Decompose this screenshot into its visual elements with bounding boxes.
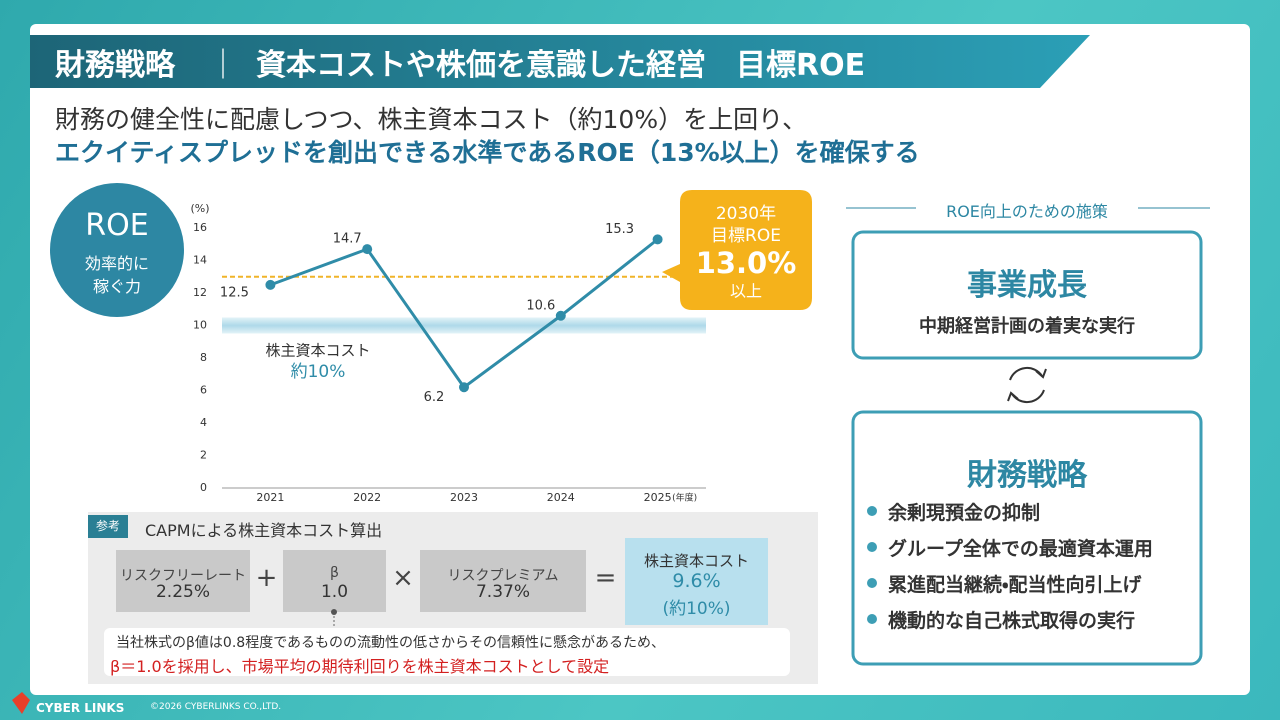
term-box	[283, 550, 386, 612]
y-tick-label: 10	[193, 319, 207, 332]
title-band	[30, 35, 1090, 88]
data-label: 14.7	[333, 232, 362, 247]
y-tick-label: 6	[200, 384, 207, 397]
finance-title: 財務戦略	[967, 458, 1087, 493]
growth-text: 中期経営計画の着実な実行	[919, 316, 1135, 337]
callout-value: 13.0%	[696, 246, 797, 280]
data-label: 6.2	[424, 390, 445, 405]
callout-text: 目標ROE	[711, 226, 781, 246]
y-tick-label: 14	[193, 254, 207, 267]
growth-title: 事業成長	[967, 268, 1087, 303]
callout-box	[662, 190, 812, 310]
capm-tag-box	[88, 515, 128, 538]
result-box	[625, 538, 768, 625]
capm-tag: 参考	[95, 519, 120, 533]
note-text: 当社株式のβ値は0.8程度であるものの流動性の低さからその信頼性に懸念があるため…	[116, 635, 666, 651]
finance-box	[851, 410, 1203, 666]
bullet	[867, 542, 877, 552]
result-note: (約10%)	[662, 599, 731, 619]
data-point	[459, 382, 469, 393]
footer-logo: CYBER LINKS	[36, 701, 125, 715]
measures-heading: ROE向上のための施策	[946, 202, 1108, 221]
band-label: 株主資本コスト	[265, 342, 370, 360]
operator: +	[255, 563, 278, 593]
y-tick-label: 8	[200, 351, 207, 364]
x-tick-label: 2023	[450, 491, 478, 504]
callout-text: 以上	[730, 282, 762, 301]
connector-dot	[331, 609, 337, 615]
operator: ×	[392, 563, 414, 593]
logo-mark	[12, 692, 30, 714]
data-point	[555, 310, 566, 321]
roe-badge	[50, 183, 184, 317]
operator: =	[594, 563, 617, 593]
term-value: 2.25%	[155, 582, 210, 602]
result-label: 株主資本コスト	[643, 552, 749, 570]
bullet	[867, 614, 877, 624]
term-value: 7.37%	[475, 582, 530, 602]
lead-text: エクイティスプレッドを創出できる水準であるROE（13%以上）を確保する	[55, 138, 920, 167]
x-tick-label: 2021	[256, 491, 284, 504]
finance-item: グループ全体での最適資本運用	[888, 538, 1153, 560]
data-label: 12.5	[220, 285, 249, 300]
cycle-icon	[1007, 366, 1047, 404]
title-separator: ｜	[208, 48, 238, 83]
term-box	[116, 550, 250, 612]
bullet	[867, 506, 877, 516]
note-box	[104, 628, 790, 676]
finance-item: 機動的な自己株式取得の実行	[888, 610, 1136, 632]
term-box	[420, 550, 586, 612]
lead-text: 財務の健全性に配慮しつつ、株主資本コスト（約10%）を上回り、	[55, 105, 808, 134]
x-axis-unit: (年度)	[672, 492, 697, 504]
band-value-label: 約10%	[291, 362, 346, 382]
finance-item: 余剰現預金の抑制	[888, 502, 1041, 524]
y-tick-label: 4	[200, 416, 207, 429]
title: 財務戦略	[55, 48, 175, 83]
y-axis-unit: (%)	[190, 202, 209, 215]
term-label: β	[330, 565, 339, 581]
term-label: リスクフリーレート	[120, 568, 246, 584]
cost-band	[222, 317, 706, 334]
x-tick-label: 2024	[547, 491, 575, 504]
data-point	[362, 244, 373, 255]
y-tick-label: 0	[200, 481, 207, 494]
result-value: 9.6%	[672, 570, 721, 592]
y-tick-label: 12	[193, 286, 207, 299]
footer-copyright: ©2026 CYBERLINKS CO.,LTD.	[150, 702, 282, 712]
term-label: リスクプレミアム	[447, 568, 559, 584]
title: 資本コストや株価を意識した経営 目標ROE	[256, 48, 866, 83]
badge-text: 効率的に	[84, 254, 149, 273]
growth-box	[851, 230, 1203, 360]
y-tick-label: 16	[193, 221, 207, 234]
capm-title: CAPMによる株主資本コスト算出	[145, 521, 383, 540]
data-point	[652, 234, 663, 245]
y-tick-label: 2	[200, 449, 207, 462]
data-label: 15.3	[605, 222, 634, 237]
bullet	[867, 578, 877, 588]
data-label: 10.6	[526, 298, 555, 313]
x-tick-label: 2025	[644, 491, 672, 504]
finance-item: 累進配当継続・配当性向引上げ	[888, 574, 1142, 596]
callout-text: 2030年	[716, 204, 776, 224]
term-value: 1.0	[320, 582, 349, 602]
badge-text: 稼ぐ力	[92, 277, 141, 296]
note-text: β＝1.0を採用し、市場平均の期待利回りを株主資本コストとして設定	[110, 657, 610, 676]
x-tick-label: 2022	[353, 491, 381, 504]
badge-title: ROE	[85, 208, 149, 243]
data-point	[265, 279, 276, 290]
